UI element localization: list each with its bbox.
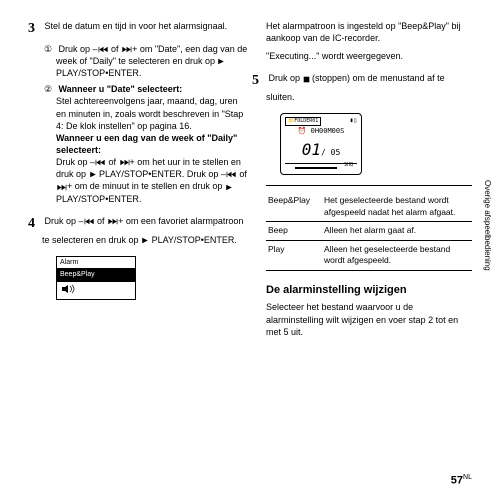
step-5: 5 Druk op (stoppen) om de menustand af t…: [266, 72, 472, 103]
stop-icon: [303, 76, 310, 83]
battery-icon: ▮▯: [350, 117, 357, 126]
sub2-head: Wanneer u "Date" selecteert:: [59, 84, 183, 94]
cell-key: Play: [266, 240, 322, 270]
substep-1: ① Druk op – of + om "Date", een dag van …: [56, 43, 248, 79]
play-icon: [217, 58, 225, 65]
step-text: Stel de datum en tijd in voor het alarms…: [45, 21, 228, 31]
play-icon: [89, 171, 97, 178]
cell-key: Beep&Play: [266, 192, 322, 221]
section-heading: De alarminstelling wijzigen: [266, 283, 472, 298]
rewind-icon: [226, 171, 237, 178]
circled-2: ②: [44, 83, 56, 95]
lcd-time: ⏰ 0H00M00S: [285, 127, 357, 136]
substep-2: ② Wanneer u "Date" selecteert: Stel acht…: [56, 83, 248, 204]
step-4: 4 Druk op – of + om een favoriet alarmpa…: [42, 215, 248, 246]
speaker-icon: [60, 284, 78, 294]
forward-icon: [56, 184, 67, 191]
cell-val: Alleen het alarm gaat af.: [322, 222, 472, 240]
right-column: Het alarmpatroon is ingesteld op "Beep&P…: [266, 20, 472, 484]
table-row: BeepAlleen het alarm gaat af.: [266, 222, 472, 240]
lcd-quality: SHQ: [344, 162, 353, 169]
right-intro-2: "Executing..." wordt weergegeven.: [266, 50, 472, 62]
page-number: 57NL: [451, 473, 472, 489]
step-3: 3 Stel de datum en tijd in voor het alar…: [42, 20, 248, 205]
lcd-progress: SHQ: [285, 163, 357, 171]
right-intro-1: Het alarmpatroon is ingesteld op "Beep&P…: [266, 20, 472, 44]
rewind-icon: [95, 159, 106, 166]
alarm-selected: Beep&Play: [57, 269, 135, 280]
table-row: PlayAlleen het geselecteerde bestand wor…: [266, 240, 472, 270]
step-number: 4: [28, 215, 42, 234]
section-text: Selecteer het bestand waarvoor u de alar…: [266, 301, 472, 337]
sub2-text: Stel achtereenvolgens jaar, maand, dag, …: [56, 96, 243, 130]
lcd-total: / 05: [321, 148, 340, 157]
play-icon: [225, 184, 233, 191]
lcd-track: 01: [302, 139, 321, 161]
forward-icon: [107, 218, 118, 225]
lcd-folder: 📁FOLDER01: [285, 117, 321, 126]
lcd-display: 📁FOLDER01 ▮▯ ⏰ 0H00M00S 01/ 05 SHQ: [280, 113, 362, 175]
alarm-display: Alarm Beep&Play: [56, 256, 136, 300]
alarm-title: Alarm: [57, 257, 135, 269]
alarm-mode-table: Beep&PlayHet geselecteerde bestand wordt…: [266, 192, 472, 270]
left-column: 3 Stel de datum en tijd in voor het alar…: [42, 20, 248, 484]
circled-1: ①: [44, 43, 56, 55]
step-number: 5: [252, 72, 266, 91]
table-row: Beep&PlayHet geselecteerde bestand wordt…: [266, 192, 472, 221]
play-icon: [141, 237, 149, 244]
cell-val: Alleen het geselecteerde bestand wordt a…: [322, 240, 472, 270]
divider: [266, 185, 472, 186]
forward-icon: [121, 46, 132, 53]
alarm-icon-row: [57, 281, 135, 299]
forward-icon: [119, 159, 130, 166]
cell-val: Het geselecteerde bestand wordt afgespee…: [322, 192, 472, 221]
side-tab-label: Overige afspeelbediening: [481, 180, 492, 271]
rewind-icon: [84, 218, 95, 225]
sub2-head2: Wanneer u een dag van de week of "Daily"…: [56, 133, 237, 155]
step-number: 3: [28, 20, 42, 39]
cell-key: Beep: [266, 222, 322, 240]
rewind-icon: [98, 46, 109, 53]
